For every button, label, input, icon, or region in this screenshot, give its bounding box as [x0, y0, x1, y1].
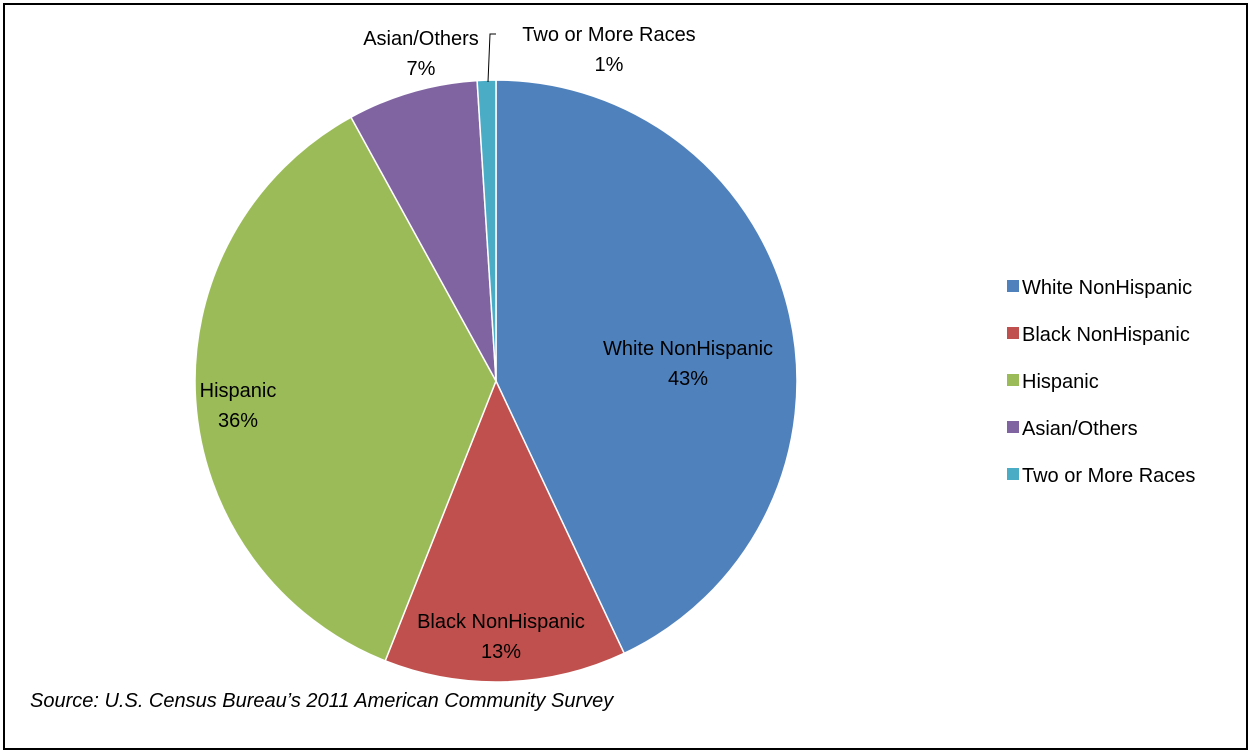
pie-slices	[194, 79, 798, 683]
source-note: Source: U.S. Census Bureau’s 2011 Americ…	[30, 690, 614, 712]
slice-label-hispanic: Hispanic 36%	[200, 380, 277, 432]
slice-labels: White NonHispanic 43% Black NonHispanic 13%…	[200, 24, 773, 663]
slice-asian-others	[349, 79, 497, 382]
legend-label-black-nonhispanic: Black NonHispanic	[1022, 324, 1190, 346]
leader-lines	[487, 33, 496, 83]
slice-label-value: 43%	[668, 368, 708, 390]
slice-label-white-nonhispanic: White NonHispanic 43%	[603, 338, 773, 390]
legend-label-two-or-more-races: Two or More Races	[1022, 465, 1195, 487]
slice-label-black-nonhispanic: Black NonHispanic 13%	[417, 611, 585, 663]
legend-swatch-black-nonhispanic	[1007, 327, 1019, 339]
legend-label-white-nonhispanic: White NonHispanic	[1022, 277, 1192, 299]
slice-label-asian-others: Asian/Others 7%	[363, 28, 479, 80]
slice-label-value: 7%	[407, 58, 436, 80]
slice-label-category: Black NonHispanic	[417, 611, 585, 633]
slice-label-value: 36%	[218, 410, 258, 432]
slice-label-category: Asian/Others	[363, 28, 479, 50]
slice-label-category: White NonHispanic	[603, 338, 773, 360]
slice-black-nonhispanic	[384, 379, 626, 683]
slice-label-category: Hispanic	[200, 380, 277, 402]
legend-swatch-two-or-more-races	[1007, 468, 1019, 480]
slice-label-value: 1%	[595, 54, 624, 76]
slice-label-category: Two or More Races	[522, 24, 695, 46]
legend: White NonHispanic Black NonHispanic Hispan…	[1007, 277, 1195, 487]
legend-swatch-hispanic	[1007, 374, 1019, 386]
slice-white-nonhispanic	[495, 79, 798, 655]
leader-line-two-or-more-races	[487, 33, 496, 83]
legend-label-hispanic: Hispanic	[1022, 371, 1099, 393]
legend-swatch-asian-others	[1007, 421, 1019, 433]
legend-label-asian-others: Asian/Others	[1022, 418, 1138, 440]
slice-label-two-or-more-races: Two or More Races 1%	[522, 24, 695, 76]
slice-two-or-more-races	[476, 79, 497, 382]
slice-label-value: 13%	[481, 641, 521, 663]
slice-hispanic	[194, 116, 497, 662]
legend-swatch-white-nonhispanic	[1007, 280, 1019, 292]
